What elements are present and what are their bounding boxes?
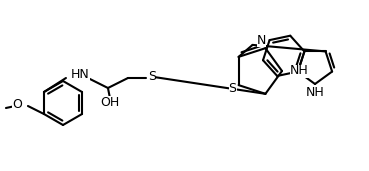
Text: OH: OH: [100, 95, 120, 109]
Text: HN: HN: [71, 68, 90, 81]
Text: NH: NH: [306, 87, 324, 100]
Text: S: S: [148, 70, 156, 83]
Text: O: O: [12, 98, 22, 111]
Text: NH: NH: [290, 64, 309, 77]
Text: N: N: [257, 34, 266, 47]
Text: S: S: [228, 82, 237, 95]
